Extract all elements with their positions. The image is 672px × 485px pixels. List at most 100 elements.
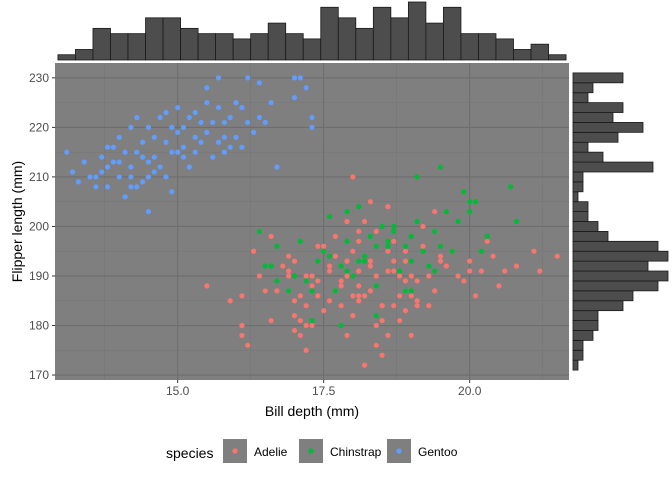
data-point <box>461 189 467 195</box>
data-point <box>221 119 227 126</box>
data-point <box>344 258 350 264</box>
data-point <box>326 268 333 274</box>
x-histogram-bar <box>407 1 427 61</box>
data-point <box>262 263 268 269</box>
data-point <box>461 278 467 284</box>
data-point <box>420 223 426 230</box>
data-point <box>344 208 350 215</box>
x-histogram-bar <box>320 6 339 61</box>
data-point <box>437 164 444 170</box>
data-point <box>157 164 163 170</box>
data-point <box>145 174 152 180</box>
data-point <box>391 238 397 244</box>
data-point <box>215 139 222 145</box>
data-point <box>402 308 409 314</box>
x-histogram-bar <box>232 38 252 61</box>
data-point <box>180 144 187 150</box>
data-point <box>490 253 496 259</box>
data-point <box>367 288 374 294</box>
y-histogram-bar <box>572 300 624 312</box>
data-point <box>134 149 140 155</box>
legend-title: species <box>166 445 213 461</box>
data-point <box>356 228 362 235</box>
x-histogram-bar <box>127 33 146 61</box>
data-point <box>356 283 362 289</box>
data-point <box>134 114 140 121</box>
data-point <box>180 124 187 130</box>
data-point <box>280 263 286 269</box>
x-histogram-bar <box>302 38 322 61</box>
data-point <box>414 218 420 225</box>
data-point <box>204 100 210 106</box>
data-point <box>379 352 385 358</box>
data-point <box>426 273 432 279</box>
data-point <box>175 104 181 111</box>
x-tick-label: 20.0 <box>458 384 482 398</box>
data-point <box>350 293 356 299</box>
data-point <box>338 322 344 329</box>
x-histogram-bar <box>267 22 287 61</box>
x-histogram-bar <box>215 33 234 61</box>
data-point <box>356 238 362 244</box>
data-point <box>309 124 315 130</box>
data-point <box>315 278 321 284</box>
y-histogram-bar <box>572 280 659 292</box>
data-point <box>361 258 368 264</box>
data-point <box>309 273 315 279</box>
legend-label: Gentoo <box>418 445 458 459</box>
x-histogram-bar <box>180 27 199 61</box>
data-point <box>198 139 204 145</box>
x-histogram-bar <box>425 22 444 61</box>
data-point <box>303 322 309 329</box>
y-histogram-bar <box>572 72 624 84</box>
data-point <box>385 204 391 210</box>
data-point <box>233 100 239 106</box>
x-axis: 15.0 17.5 20.0 <box>166 380 482 398</box>
data-point <box>75 179 81 185</box>
legend-items: Adelie Chinstrap Gentoo <box>223 439 458 463</box>
data-point <box>437 243 444 249</box>
data-point <box>367 263 374 269</box>
data-point <box>291 95 298 101</box>
legend-item-chinstrap: Chinstrap <box>299 439 382 463</box>
data-point <box>210 154 216 160</box>
data-point <box>361 293 368 299</box>
data-point <box>175 149 181 155</box>
x-tick-label: 15.0 <box>166 384 190 398</box>
data-point <box>303 303 309 309</box>
data-point <box>245 119 251 126</box>
data-point <box>110 159 117 165</box>
data-point <box>356 204 362 210</box>
data-point <box>128 164 134 170</box>
data-point <box>432 268 438 274</box>
data-point <box>397 273 403 279</box>
data-point <box>134 184 140 190</box>
data-point <box>268 233 274 239</box>
data-point <box>87 174 93 180</box>
data-point <box>361 253 368 259</box>
y-histogram-bar <box>572 181 584 193</box>
data-point <box>326 213 333 220</box>
data-point <box>69 169 76 175</box>
data-point <box>420 243 426 249</box>
data-point <box>373 313 379 319</box>
data-point <box>64 149 70 155</box>
data-point <box>81 159 87 165</box>
data-point <box>385 332 391 339</box>
data-point <box>239 293 245 299</box>
data-point <box>291 327 298 334</box>
plot-panel <box>55 63 569 380</box>
x-histogram-bar <box>530 43 549 61</box>
data-point <box>402 243 409 249</box>
data-point <box>391 303 397 309</box>
data-point <box>484 238 490 244</box>
data-point <box>356 258 362 264</box>
data-point <box>227 114 233 121</box>
x-histogram-bar <box>548 54 567 61</box>
data-point <box>367 258 374 264</box>
x-tick-label: 17.5 <box>312 384 336 398</box>
data-point <box>414 303 420 309</box>
y-tick-label: 220 <box>29 120 49 134</box>
